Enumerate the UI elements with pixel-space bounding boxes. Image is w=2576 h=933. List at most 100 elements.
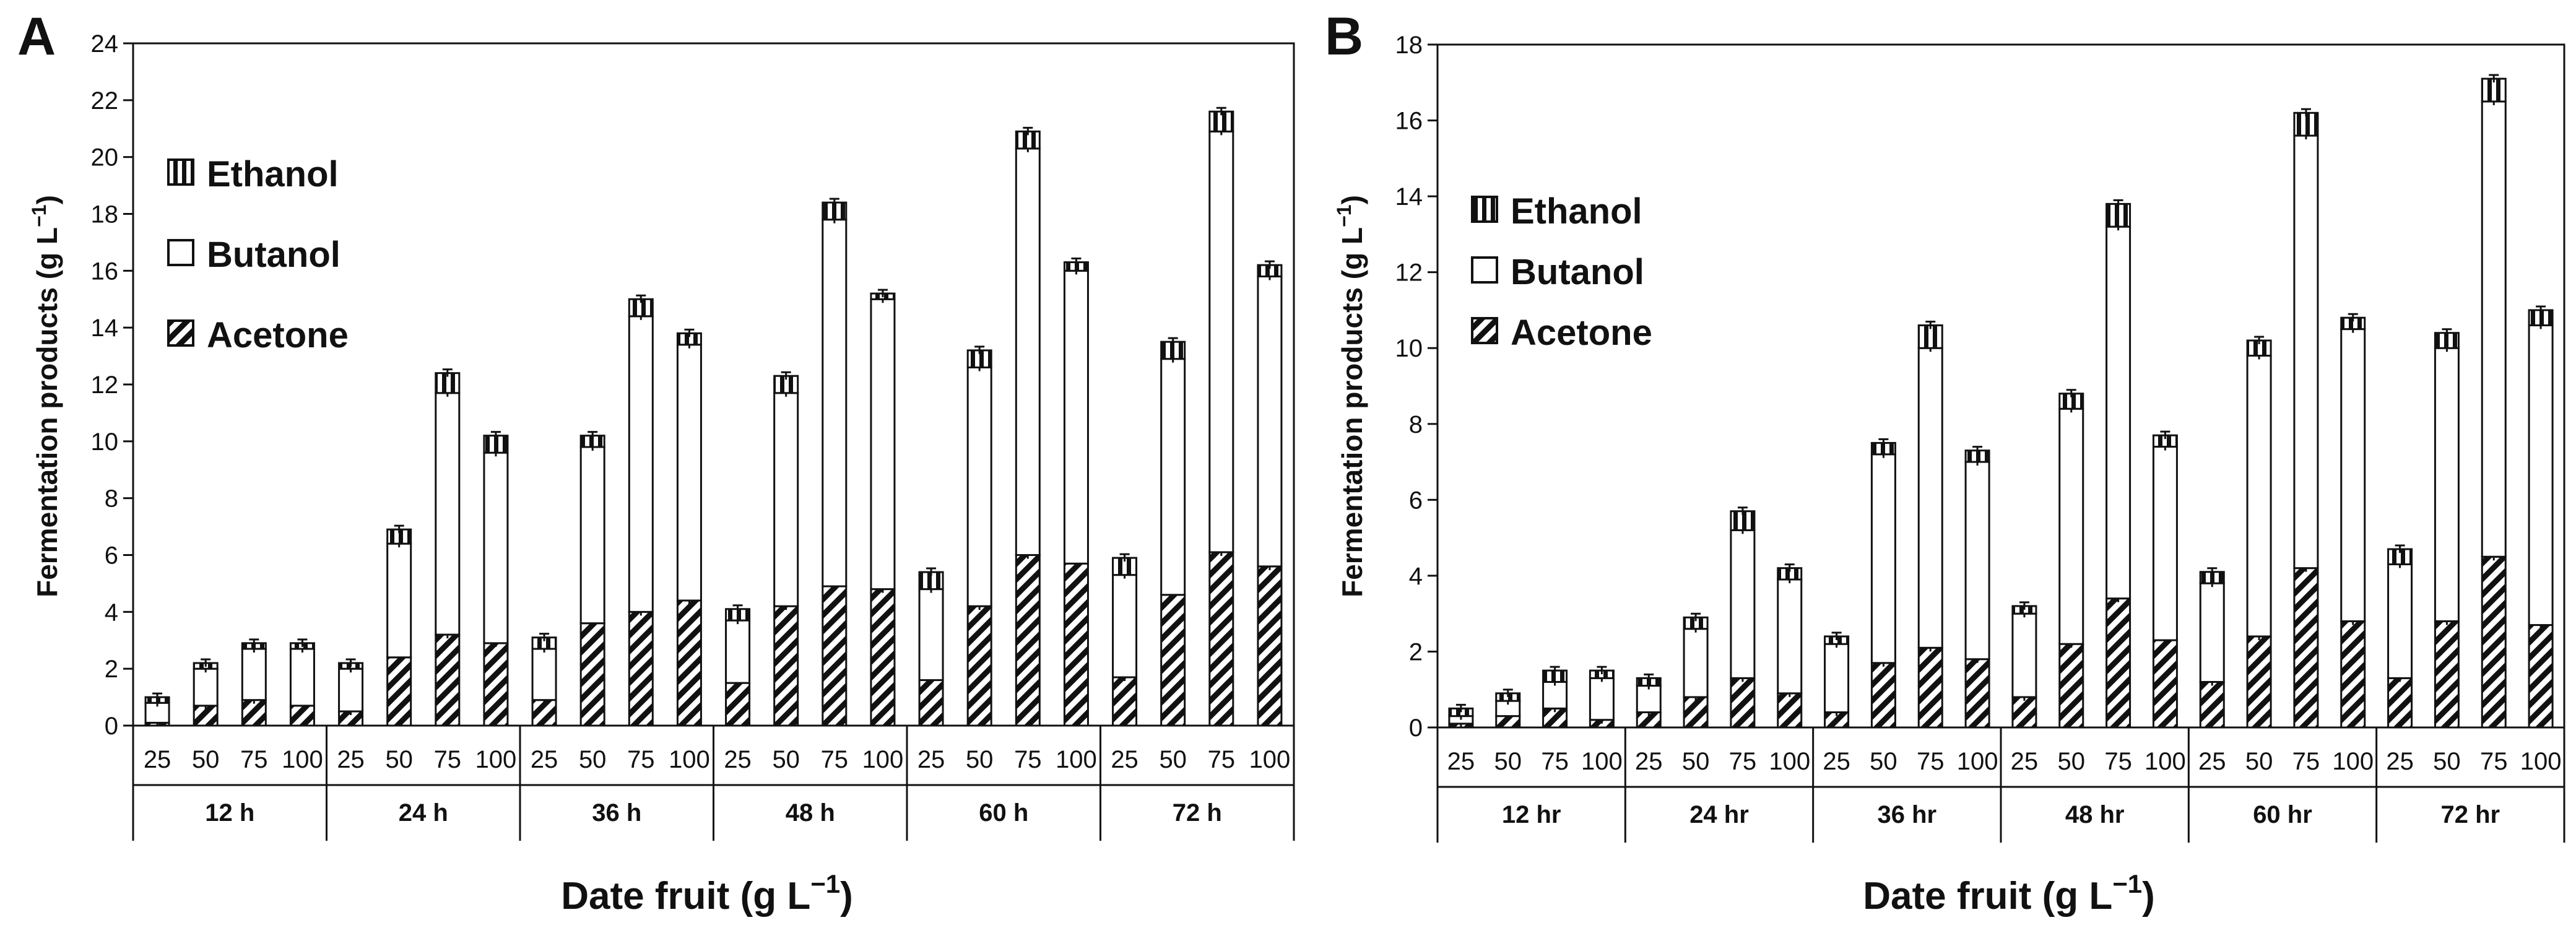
bar-butanol [241, 648, 267, 701]
bar-butanol [2199, 582, 2225, 683]
category-label: 25 [1447, 748, 1475, 775]
bar-butanol [579, 446, 605, 625]
bar-butanol [2011, 612, 2037, 698]
bar-acetone [725, 682, 751, 727]
legend-a-acetone: Acetone [207, 315, 349, 355]
panel-a-group-labels: 12 h 24 h 36 h 48 h 60 h 72 h [205, 799, 1222, 827]
bar-butanol [531, 648, 557, 701]
bar-acetone [1777, 692, 1803, 729]
y-tick-label: 2 [105, 656, 118, 683]
bar-acetone [2105, 597, 2131, 729]
bar-acetone [1015, 554, 1041, 727]
category-label: 50 [579, 746, 607, 773]
bar-acetone [966, 605, 992, 727]
category-label: 25 [724, 746, 752, 773]
bar-butanol [1589, 677, 1615, 721]
y-tick-label: 6 [105, 542, 118, 570]
category-label: 100 [1249, 746, 1291, 773]
category-label: 100 [1056, 746, 1097, 773]
bar-butanol [1542, 680, 1568, 710]
bar-acetone [2528, 624, 2554, 729]
bar-acetone [2387, 677, 2413, 729]
panel-a-axes [132, 42, 1295, 841]
bar-butanol [773, 392, 799, 607]
bar-butanol [1683, 628, 1709, 698]
category-label: 75 [1014, 746, 1042, 773]
category-label: 100 [2144, 748, 2186, 775]
legend-a-ethanol: Ethanol [207, 154, 339, 194]
category-label: 50 [2245, 748, 2273, 775]
bar-acetone [1112, 676, 1138, 727]
panel-b-group-labels: 12 hr 24 hr 36 hr 48 hr 60 hr 72 hr [1502, 801, 2500, 828]
bar-acetone [2340, 620, 2366, 729]
category-label: 75 [2292, 748, 2320, 775]
bar-acetone [531, 699, 557, 727]
category-label: 25 [531, 746, 558, 773]
bar-butanol [676, 344, 702, 602]
category-label: 25 [2386, 748, 2414, 775]
bar-butanol [628, 315, 654, 613]
panel-b-legend: Ethanol Butanol Acetone [1471, 191, 1652, 353]
bar-acetone [483, 642, 509, 727]
panel-b: B 0 2 4 6 8 10 12 14 16 18 25 50 75 100 25 50 75 100 25 50… [1325, 7, 2565, 918]
category-label: 100 [669, 746, 710, 773]
bar-acetone [1870, 662, 1896, 729]
y-tick-label: 20 [91, 144, 119, 171]
category-label: 25 [2011, 748, 2039, 775]
bar-acetone [241, 699, 267, 727]
category-label: 75 [821, 746, 849, 773]
legend-a-butanol-swatch [167, 239, 194, 266]
panel-b-y-axis-label: Fermentation products (g L−1) [1333, 195, 1368, 597]
category-label: 25 [1635, 748, 1663, 775]
category-label: 75 [2480, 748, 2508, 775]
bar-butanol [2528, 324, 2554, 627]
bar-butanol [435, 392, 461, 636]
category-label: 50 [192, 746, 220, 773]
legend-b-butanol: Butanol [1511, 252, 1644, 292]
group-label: 12 hr [1502, 801, 1561, 828]
legend-a-ethanol-swatch [167, 158, 194, 186]
bar-butanol [1917, 347, 1943, 649]
panel-b-axes [1436, 43, 2565, 843]
bar-butanol [2246, 354, 2272, 638]
category-label: 75 [1729, 748, 1757, 775]
bar-acetone [676, 599, 702, 727]
category-label: 25 [1111, 746, 1138, 773]
bar-butanol [1777, 578, 1803, 695]
bar-acetone [1208, 551, 1234, 727]
bar-ethanol [2481, 77, 2507, 103]
y-tick-label: 16 [91, 258, 119, 285]
bar-butanol [483, 451, 509, 644]
bar-butanol [1208, 130, 1234, 553]
group-label: 48 h [786, 799, 835, 827]
bar-butanol [2340, 328, 2366, 622]
bar-butanol [870, 298, 896, 591]
category-label: 100 [282, 746, 323, 773]
bar-acetone [579, 622, 605, 727]
panel-b-y-ticks: 0 2 4 6 8 10 12 14 16 18 [1395, 32, 1438, 742]
category-label: 75 [627, 746, 655, 773]
group-label: 72 hr [2441, 801, 2500, 828]
bar-butanol [2152, 446, 2178, 641]
bar-butanol [2481, 100, 2507, 558]
bar-butanol [386, 542, 412, 659]
bar-ethanol [918, 571, 944, 591]
category-label: 25 [917, 746, 945, 773]
panel-b-category-labels: 25 50 75 100 25 50 75 100 25 50 75 100 25 50 75 100 25 50… [1447, 748, 2562, 775]
bar-butanol [2105, 225, 2131, 600]
bar-butanol [1257, 276, 1283, 568]
category-label: 50 [966, 746, 994, 773]
group-label: 24 hr [1689, 801, 1749, 828]
panel-b-bars [1448, 74, 2554, 729]
bar-butanol [2293, 134, 2319, 570]
bar-butanol [822, 219, 848, 588]
y-tick-label: 8 [105, 485, 118, 513]
category-label: 50 [2058, 748, 2086, 775]
bar-butanol [1636, 685, 1662, 713]
bar-butanol [193, 667, 219, 707]
bar-butanol [1870, 453, 1896, 664]
bar-acetone [386, 656, 412, 727]
category-label: 75 [1208, 746, 1236, 773]
bar-acetone [2152, 639, 2178, 729]
